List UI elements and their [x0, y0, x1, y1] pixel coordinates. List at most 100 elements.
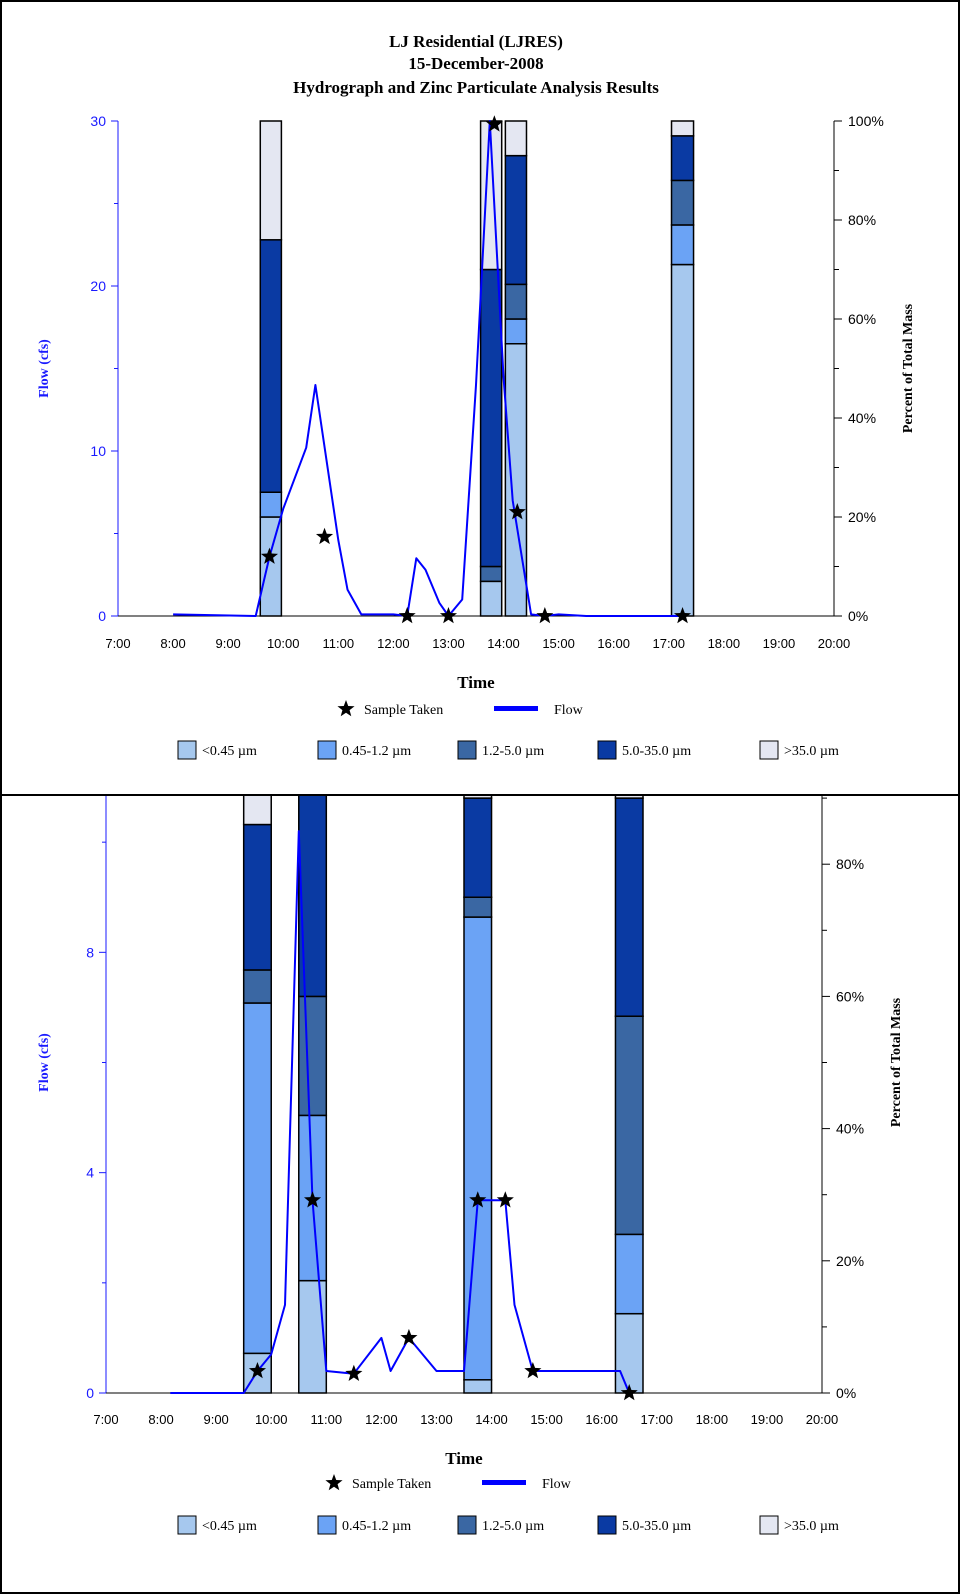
sample-star: [620, 1384, 638, 1401]
x-tick-label: 8:00: [160, 636, 185, 651]
sample-star: [248, 1361, 267, 1379]
bar-segment-045-12: [259, 491, 283, 518]
x-axis-label: Time: [457, 673, 495, 692]
legend-fraction-label: 5.0-35.0 µm: [622, 744, 691, 759]
x-tick-label: 19:00: [751, 1412, 784, 1427]
legend-star-icon: [337, 700, 355, 717]
bar-segment-gt-350: [670, 120, 695, 137]
stacked-bar: [242, 796, 272, 1394]
x-tick-label: 10:00: [267, 636, 300, 651]
legend-swatch-12-50: [457, 740, 477, 760]
x-tick-label: 13:00: [420, 1412, 453, 1427]
legend-series: Sample Taken Flow: [337, 700, 584, 718]
bar-segment-12-50: [242, 969, 272, 1004]
chart-title-line: Hydrograph and Zinc Particulate Analysis…: [293, 78, 659, 97]
bar-segment-045-12: [670, 224, 695, 266]
chart-title-line: LJ Residential (LJRES): [389, 32, 563, 51]
bar-segment-50-350: [504, 154, 528, 286]
legend-fraction-label: >35.0 µm: [784, 744, 839, 759]
x-tick-label: 17:00: [640, 1412, 673, 1427]
legend-fraction-label: 5.0-35.0 µm: [622, 1519, 691, 1534]
y-right-tick-label: 60%: [848, 311, 876, 327]
legend-flow-swatch: [494, 706, 538, 711]
legend-fraction-label: >35.0 µm: [784, 1519, 839, 1534]
chart-panel-ljres: LJ Residential (LJRES) 15-December-2008 Hy…: [0, 0, 960, 794]
x-tick-label: 8:00: [148, 1412, 173, 1427]
bar-segment-12-50: [298, 995, 328, 1117]
chart-ljcyn: LJ Canyon (LJCYN)15-December-2008Hydrogr…: [37, 796, 904, 1535]
legend-star-icon: [325, 1474, 343, 1491]
legend-fraction-label: 0.45-1.2 µm: [342, 1519, 411, 1534]
bar-segment-gt-350: [504, 120, 528, 157]
bar-segment-12-50: [463, 896, 493, 918]
x-tick-label: 20:00: [818, 636, 851, 651]
legend-swatch-045-12: [317, 1515, 337, 1535]
bar-segment-12-50: [614, 1015, 644, 1236]
y-left-tick-label: 20: [90, 278, 106, 294]
bar-segment-12-50: [479, 565, 503, 583]
flow-line: [170, 830, 631, 1394]
sample-star: [536, 607, 554, 624]
y-right-tick-label: 20%: [836, 1253, 864, 1269]
x-tick-label: 19:00: [763, 636, 796, 651]
y-right-tick-label: 80%: [848, 212, 876, 228]
x-tick-label: 12:00: [377, 636, 410, 651]
stacked-bar: [504, 120, 528, 617]
x-tick-label: 20:00: [806, 1412, 839, 1427]
y-left-tick-label: 10: [90, 443, 106, 459]
legend-fraction-label: <0.45 µm: [202, 744, 257, 759]
x-tick-label: 9:00: [203, 1412, 228, 1427]
legend-sample-label: Sample Taken: [352, 1477, 431, 1492]
x-tick-label: 7:00: [93, 1412, 118, 1427]
bar-segment-045-12: [242, 1002, 272, 1355]
y-right-tick-label: 100%: [848, 113, 884, 129]
bar-segment-045-12: [614, 1233, 644, 1315]
sample-star: [345, 1364, 363, 1381]
legend-fraction-label: 0.45-1.2 µm: [342, 744, 411, 759]
y-left-tick-label: 30: [90, 113, 106, 129]
bar-segment-gt-350: [259, 120, 283, 241]
x-tick-label: 18:00: [696, 1412, 729, 1427]
stacked-bar: [463, 796, 493, 1394]
chart-ljres: LJ Residential (LJRES) 15-December-2008 Hy…: [37, 32, 916, 760]
chart-content: LJ Residential (LJRES) 15-December-2008 Hy…: [37, 32, 916, 760]
bar-segment-lt-045: [298, 1279, 328, 1394]
bar-segment-lt-045: [259, 516, 283, 617]
x-tick-label: 12:00: [365, 1412, 398, 1427]
stacked-bar: [479, 120, 503, 617]
y-right-tick-label: 0%: [836, 1385, 856, 1401]
bar-segment-lt-045: [504, 343, 528, 617]
stacked-bar: [614, 796, 644, 1394]
sample-star: [303, 1191, 322, 1208]
legend-swatch-50-350: [597, 1515, 617, 1535]
legend-flow-label: Flow: [542, 1477, 572, 1492]
y-right-tick-label: 40%: [836, 1121, 864, 1137]
bar-segment-gt-350: [242, 796, 272, 826]
x-tick-label: 15:00: [542, 636, 575, 651]
legend-fraction-label: 1.2-5.0 µm: [482, 1519, 544, 1534]
bar-segment-50-350: [242, 823, 272, 971]
bar-segment-50-350: [259, 239, 283, 493]
y-axis-right-label: Percent of Total Mass: [889, 997, 904, 1127]
chart-title-line: 15-December-2008: [408, 54, 543, 73]
bar-segment-lt-045: [463, 1379, 493, 1394]
bar-segment-50-350: [670, 135, 695, 182]
x-tick-label: 11:00: [323, 636, 355, 651]
bar-segment-lt-045: [670, 263, 695, 617]
x-tick-label: 9:00: [215, 636, 240, 651]
legend-swatch-gt-350: [759, 1515, 779, 1535]
flow-line: [173, 120, 683, 617]
x-tick-label: 7:00: [105, 636, 130, 651]
bar-segment-50-350: [614, 797, 644, 1017]
x-tick-label: 15:00: [530, 1412, 563, 1427]
bar-segment-lt-045: [614, 1312, 644, 1394]
legend-swatch-lt-045: [177, 1515, 197, 1535]
x-tick-label: 14:00: [475, 1412, 508, 1427]
legend-swatch-12-50: [457, 1515, 477, 1535]
y-left-tick-label: 8: [86, 944, 94, 960]
sample-star: [469, 1191, 487, 1208]
y-right-tick-label: 60%: [836, 988, 864, 1004]
stacked-bar: [298, 796, 328, 1394]
bar-segment-12-50: [504, 283, 528, 320]
stacked-bar: [259, 120, 283, 617]
